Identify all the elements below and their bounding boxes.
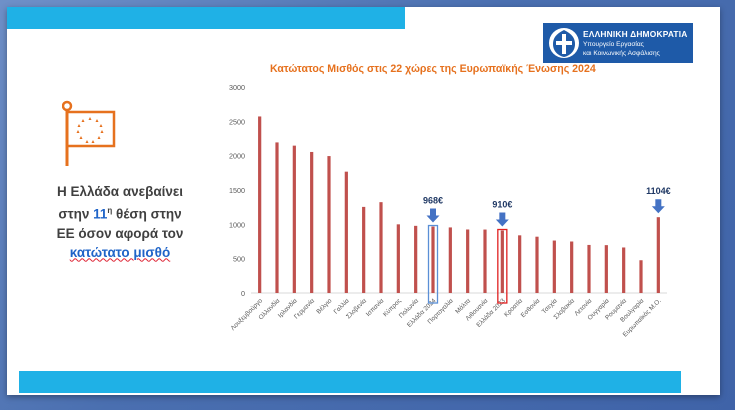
bar xyxy=(587,244,591,293)
bar xyxy=(310,151,314,293)
highlight-box xyxy=(427,224,439,304)
bar xyxy=(535,236,539,293)
greek-emblem-icon xyxy=(549,28,579,58)
y-tick-label: 1500 xyxy=(229,186,245,195)
bar xyxy=(396,224,400,293)
headline-line-1: Η Ελλάδα ανεβαίνει xyxy=(56,184,184,199)
down-arrow-icon xyxy=(495,212,509,227)
slide: ΕΛΛΗΝΙΚΗ ΔΗΜΟΚΡΑΤΙΑ Υπουργείο Εργασίας κ… xyxy=(7,7,720,395)
bottom-accent-bar xyxy=(19,371,681,393)
headline-rank: 11 xyxy=(93,206,108,222)
bar xyxy=(500,230,504,293)
highlight-box xyxy=(497,228,508,304)
bar xyxy=(639,260,643,293)
logo-title: ΕΛΛΗΝΙΚΗ ΔΗΜΟΚΡΑΤΙΑ xyxy=(583,29,688,39)
bar xyxy=(431,226,435,293)
y-tick-label: 2000 xyxy=(229,152,245,161)
headline-line-2-post: θέση στην xyxy=(112,206,182,222)
headline-line-2: στην 11η θέση στην xyxy=(20,201,220,224)
eu-flag-icon xyxy=(62,100,116,166)
bar xyxy=(570,241,574,293)
logo-subtitle-2: και Κοινωνικής Ασφάλισης xyxy=(583,50,660,57)
bar xyxy=(327,156,331,293)
x-tick-label: Βέλγιο xyxy=(315,296,334,315)
bar xyxy=(448,227,452,293)
bar xyxy=(656,217,660,293)
headline: Η Ελλάδα ανεβαίνει στην 11η θέση στην ΕΕ… xyxy=(20,182,220,262)
y-tick-label: 3000 xyxy=(229,83,245,92)
down-arrow-icon xyxy=(426,208,440,223)
y-tick-label: 500 xyxy=(233,255,245,264)
bar xyxy=(622,247,626,293)
logo-subtitle-1: Υπουργείο Εργασίας xyxy=(583,41,644,48)
headline-line-3: ΕΕ όσον αφορά τον xyxy=(56,225,184,241)
bar xyxy=(344,171,348,293)
annotation-label: 910€ xyxy=(492,200,512,210)
y-tick-label: 0 xyxy=(241,289,245,298)
bar xyxy=(292,145,296,293)
bar xyxy=(604,245,608,293)
bar xyxy=(258,116,262,293)
bar xyxy=(552,240,556,293)
bar xyxy=(466,229,470,293)
headline-rank-suffix: η xyxy=(107,206,113,215)
x-tick-label: Εσθονία xyxy=(519,297,542,320)
bar xyxy=(362,206,366,293)
down-arrow-icon xyxy=(651,199,665,214)
headline-line-2-pre: στην xyxy=(58,206,94,222)
chart-title: Κατώτατος Μισθός στις 22 χώρες της Ευρωπ… xyxy=(270,63,596,75)
annotation-label: 968€ xyxy=(423,196,443,206)
bar xyxy=(275,142,279,293)
bar xyxy=(483,229,487,293)
headline-line-4: κατώτατο μισθό xyxy=(69,244,171,260)
bar xyxy=(379,202,383,293)
y-tick-label: 2500 xyxy=(229,117,245,126)
top-accent-bar xyxy=(7,7,405,29)
bar xyxy=(414,225,418,293)
annotation-label: 1104€ xyxy=(646,186,671,196)
y-tick-label: 1000 xyxy=(229,220,245,229)
ministry-logo: ΕΛΛΗΝΙΚΗ ΔΗΜΟΚΡΑΤΙΑ Υπουργείο Εργασίας κ… xyxy=(543,23,693,63)
bar xyxy=(518,235,522,293)
bar-chart: 050010001500200025003000ΛουξεμβούργοΟλλα… xyxy=(229,83,671,339)
